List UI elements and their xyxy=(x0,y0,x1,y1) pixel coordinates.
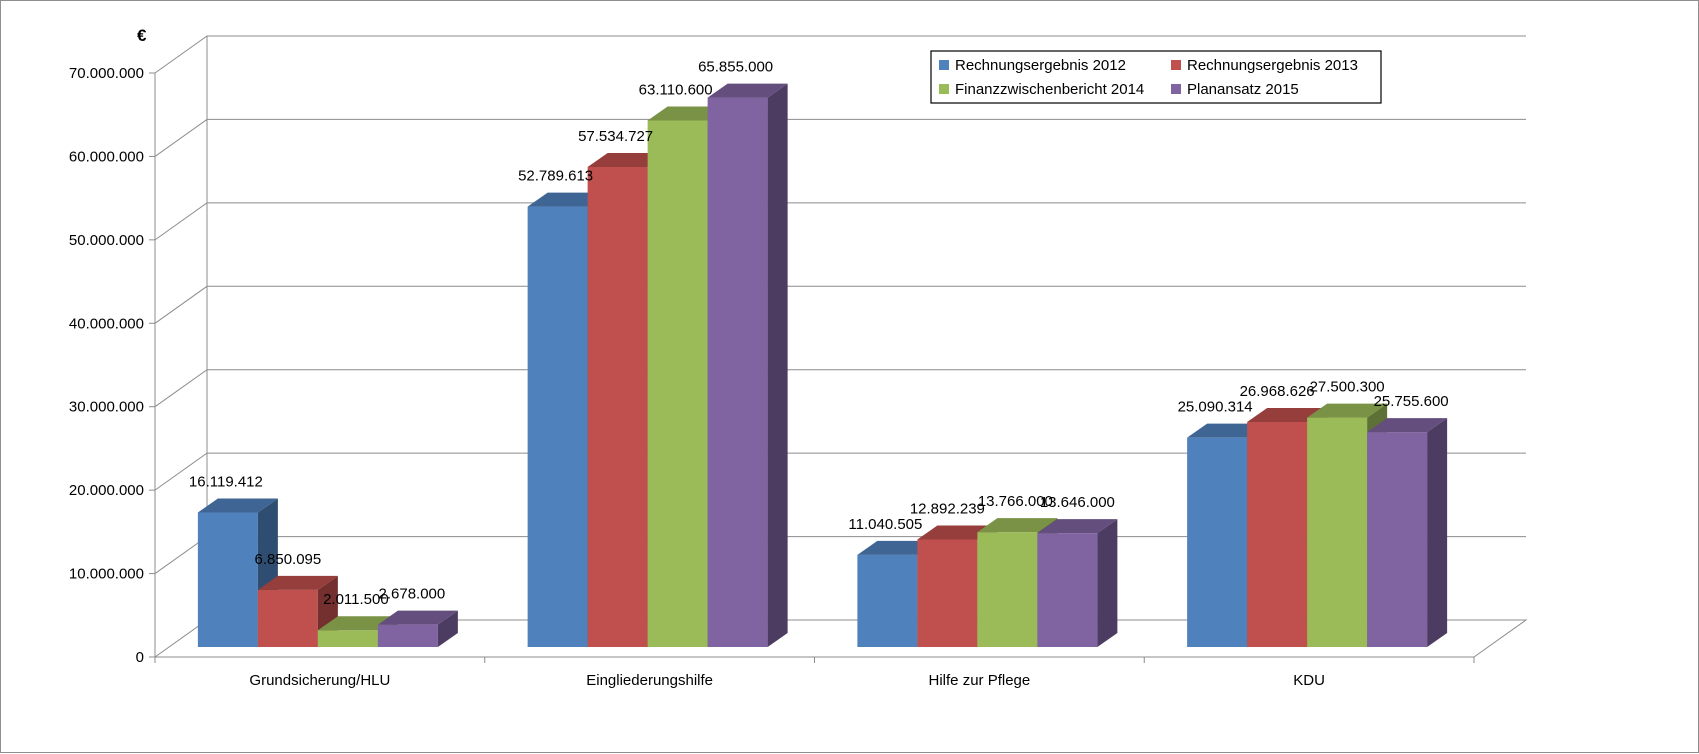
bar-front xyxy=(977,532,1038,647)
data-label: 2.678.000 xyxy=(379,586,446,603)
x-category-label: Hilfe zur Pflege xyxy=(929,672,1031,689)
bar-side xyxy=(767,83,788,647)
data-label: 26.968.626 xyxy=(1240,383,1315,400)
bar-front xyxy=(1367,432,1428,647)
bar-front xyxy=(857,554,918,647)
data-label: 25.090.314 xyxy=(1178,399,1253,416)
bar-top xyxy=(977,518,1058,533)
data-label: 6.850.095 xyxy=(255,551,322,568)
legend-swatch xyxy=(1171,60,1181,70)
y-tick-label: 60.000.000 xyxy=(69,148,144,165)
legend-entry: Planansatz 2015 xyxy=(1187,81,1299,98)
bar-front xyxy=(257,589,318,647)
bar-top xyxy=(1037,519,1118,534)
data-label: 57.534.727 xyxy=(578,128,653,145)
gridline xyxy=(154,118,1526,157)
bar-side xyxy=(1097,519,1118,647)
legend-swatch xyxy=(939,60,949,70)
bar-front xyxy=(1187,437,1248,647)
bar-side xyxy=(1427,418,1448,647)
data-label: 25.755.600 xyxy=(1374,393,1449,410)
bar-front xyxy=(707,97,768,647)
gridline xyxy=(154,202,1526,241)
bar-front xyxy=(527,206,588,647)
data-label: 13.766.000 xyxy=(978,493,1053,510)
data-label: 13.646.000 xyxy=(1040,494,1115,511)
bar-front xyxy=(1307,417,1368,647)
data-label: 27.500.300 xyxy=(1310,379,1385,396)
data-label: 2.011.500 xyxy=(323,591,389,608)
bar-top xyxy=(377,610,458,625)
bar-front xyxy=(377,624,438,647)
y-tick-label: 40.000.000 xyxy=(69,315,144,332)
legend-swatch xyxy=(1171,84,1181,94)
bar-front xyxy=(917,539,978,647)
data-label: 52.789.613 xyxy=(518,168,593,185)
bar-top xyxy=(707,83,788,98)
legend-entry: Finanzzwischenbericht 2014 xyxy=(955,81,1144,98)
bar-front xyxy=(1037,533,1098,647)
y-axis: 0 10.000.000 20.000.000 30.000.000 40.000.00… xyxy=(69,65,156,666)
x-axis: Grundsicherung/HLU Eingliederungshilfe Hil… xyxy=(154,656,1475,689)
y-tick-label: 50.000.000 xyxy=(69,232,144,249)
bar-top xyxy=(197,498,278,513)
bar-side xyxy=(437,610,458,647)
bar-top xyxy=(1307,403,1388,418)
data-label: 11.040.505 xyxy=(848,516,922,533)
y-tick-label: 70.000.000 xyxy=(69,65,144,82)
bar-top xyxy=(1367,418,1448,433)
data-label: 65.855.000 xyxy=(698,59,773,76)
bar-front xyxy=(647,120,708,647)
y-tick-label: 10.000.000 xyxy=(69,566,144,583)
y-tick-label: 0 xyxy=(136,649,144,666)
bar-front xyxy=(197,512,258,647)
legend-entry: Rechnungsergebnis 2012 xyxy=(955,57,1126,74)
x-category-label: Eingliederungshilfe xyxy=(586,672,713,689)
gridline xyxy=(154,369,1526,408)
x-category-label: KDU xyxy=(1293,672,1325,689)
bar-front xyxy=(317,630,378,647)
grid-layer xyxy=(154,35,1528,658)
data-label: 12.892.239 xyxy=(910,500,985,517)
legend: Rechnungsergebnis 2012 Rechnungsergebnis … xyxy=(930,50,1382,104)
legend-entry: Rechnungsergebnis 2013 xyxy=(1187,57,1358,74)
gridline xyxy=(154,35,1526,74)
y-tick-label: 30.000.000 xyxy=(69,399,144,416)
bar-top xyxy=(257,575,338,590)
legend-box xyxy=(930,50,1382,104)
bar-front xyxy=(1247,422,1308,647)
y-unit-label: € xyxy=(137,26,147,45)
bar-front xyxy=(587,166,648,648)
legend-swatch xyxy=(939,84,949,94)
x-category-label: Grundsicherung/HLU xyxy=(249,672,390,689)
gridline xyxy=(154,285,1526,324)
gridline xyxy=(154,452,1526,491)
data-label: 16.119.412 xyxy=(189,474,263,491)
bars-layer xyxy=(197,83,1448,648)
data-label: 63.110.600 xyxy=(639,81,713,98)
y-tick-label: 20.000.000 xyxy=(69,482,144,499)
